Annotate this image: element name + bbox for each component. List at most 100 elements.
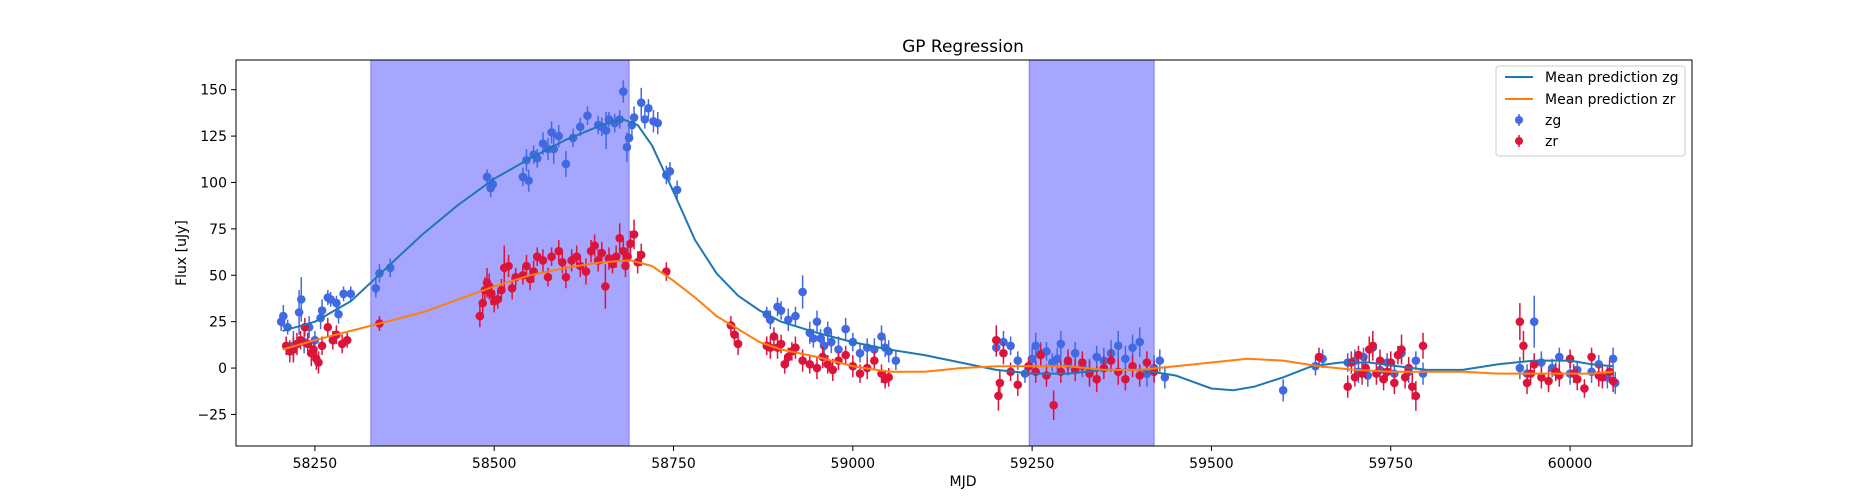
- x-tick-label: 60000: [1548, 456, 1593, 472]
- shaded-region-0: [370, 59, 630, 447]
- zr-marker: [855, 369, 865, 378]
- zg-marker: [1537, 358, 1546, 367]
- zr-marker: [841, 350, 850, 360]
- zr-marker: [1042, 371, 1051, 380]
- zg-point-91: [1056, 330, 1066, 357]
- shaded-regions: [370, 59, 1155, 447]
- zr-point-100: [1049, 390, 1058, 421]
- zg-point-71: [841, 317, 850, 341]
- zr-marker: [1544, 376, 1553, 386]
- zr-point-59: [629, 219, 639, 250]
- zr-marker: [1411, 391, 1421, 401]
- zr-point-119: [1354, 345, 1363, 365]
- zg-marker: [783, 315, 793, 325]
- zr-marker: [522, 261, 531, 271]
- zg-marker: [1092, 352, 1101, 362]
- zg-marker: [816, 334, 825, 343]
- zg-point-122: [1418, 362, 1428, 385]
- zr-marker: [543, 272, 553, 282]
- zg-point-99: [1113, 330, 1123, 361]
- zr-point-77: [812, 356, 822, 380]
- zg-marker: [1155, 356, 1165, 365]
- zg-point-16: [346, 286, 356, 302]
- zg-point-121: [1411, 351, 1421, 370]
- zg-point-15: [339, 286, 348, 302]
- zr-marker: [507, 283, 517, 293]
- zr-marker: [538, 256, 548, 265]
- legend-swatch-zg-marker: [1515, 116, 1523, 124]
- zr-point-10: [314, 351, 323, 374]
- zr-marker: [1350, 373, 1360, 382]
- zr-marker: [572, 252, 581, 262]
- zg-marker: [1608, 354, 1618, 364]
- zr-marker: [1314, 352, 1324, 362]
- zg-point-43: [619, 80, 628, 103]
- zr-marker: [1598, 373, 1607, 382]
- zr-point-104: [1078, 351, 1087, 374]
- zg-point-50: [644, 98, 653, 118]
- zr-marker: [554, 246, 564, 256]
- zr-point-154: [1608, 369, 1618, 393]
- zr-marker: [493, 295, 503, 304]
- zg-marker: [1278, 386, 1288, 395]
- zr-point-47: [590, 234, 599, 257]
- zr-marker: [730, 330, 739, 339]
- x-axis-title: MJD: [950, 474, 977, 490]
- zg-marker: [1006, 341, 1015, 351]
- zr-marker: [1013, 380, 1023, 390]
- zg-marker: [636, 98, 646, 107]
- zr-point-123: [1368, 330, 1378, 361]
- zr-point-112: [1135, 364, 1145, 387]
- zr-marker: [558, 257, 567, 267]
- zr-point-148: [1572, 368, 1582, 391]
- zr-point-136: [1418, 332, 1428, 359]
- zg-marker: [1121, 354, 1130, 364]
- y-tick-label: 0: [218, 361, 227, 377]
- zg-point-69: [827, 330, 836, 354]
- zg-point-134: [1608, 347, 1618, 370]
- zg-marker: [812, 317, 822, 326]
- zr-point-102: [1063, 349, 1073, 372]
- zg-marker: [1056, 339, 1066, 349]
- zr-point-131: [1397, 334, 1406, 365]
- zg-point-48: [636, 87, 646, 118]
- x-tick-label: 59000: [831, 456, 876, 472]
- zr-point-53: [611, 245, 621, 268]
- zg-marker: [827, 337, 836, 347]
- zg-marker: [665, 167, 675, 176]
- zr-marker: [991, 335, 1001, 345]
- zg-marker: [575, 122, 585, 132]
- zg-point-55: [672, 180, 682, 200]
- legend-swatch-zr-marker: [1515, 137, 1523, 145]
- zr-point-111: [1128, 355, 1137, 378]
- zg-marker: [776, 306, 786, 315]
- zr-marker: [1537, 373, 1546, 382]
- plot-area-frame: [235, 59, 1693, 447]
- y-tick-label: −25: [197, 407, 227, 423]
- zr-point-137: [1515, 303, 1525, 341]
- zr-marker: [1608, 376, 1618, 386]
- zr-marker: [1515, 317, 1525, 326]
- zr-marker: [733, 339, 743, 349]
- zg-point-17: [371, 278, 381, 298]
- mean-prediction-line-0: [282, 118, 1614, 392]
- zg-marker: [279, 311, 288, 321]
- zr-point-79: [823, 355, 833, 374]
- zr-marker: [629, 230, 639, 239]
- zg-marker: [640, 115, 650, 124]
- x-tick-label: 59750: [1368, 456, 1413, 472]
- zg-marker: [855, 348, 865, 358]
- zr-point-80: [828, 358, 838, 382]
- zg-point-125: [1529, 295, 1539, 348]
- y-tick-label: 75: [209, 222, 227, 238]
- zr-marker: [1368, 341, 1378, 351]
- x-tick-label: 59500: [1189, 456, 1234, 472]
- zr-point-32: [522, 254, 531, 278]
- zg-point-76: [877, 325, 886, 348]
- zr-marker: [342, 335, 352, 345]
- legend-box: [1495, 65, 1686, 157]
- zr-point-110: [1121, 368, 1130, 391]
- zg-point-60: [783, 308, 793, 331]
- legend-label-zg-line: Mean prediction zg: [1545, 70, 1679, 86]
